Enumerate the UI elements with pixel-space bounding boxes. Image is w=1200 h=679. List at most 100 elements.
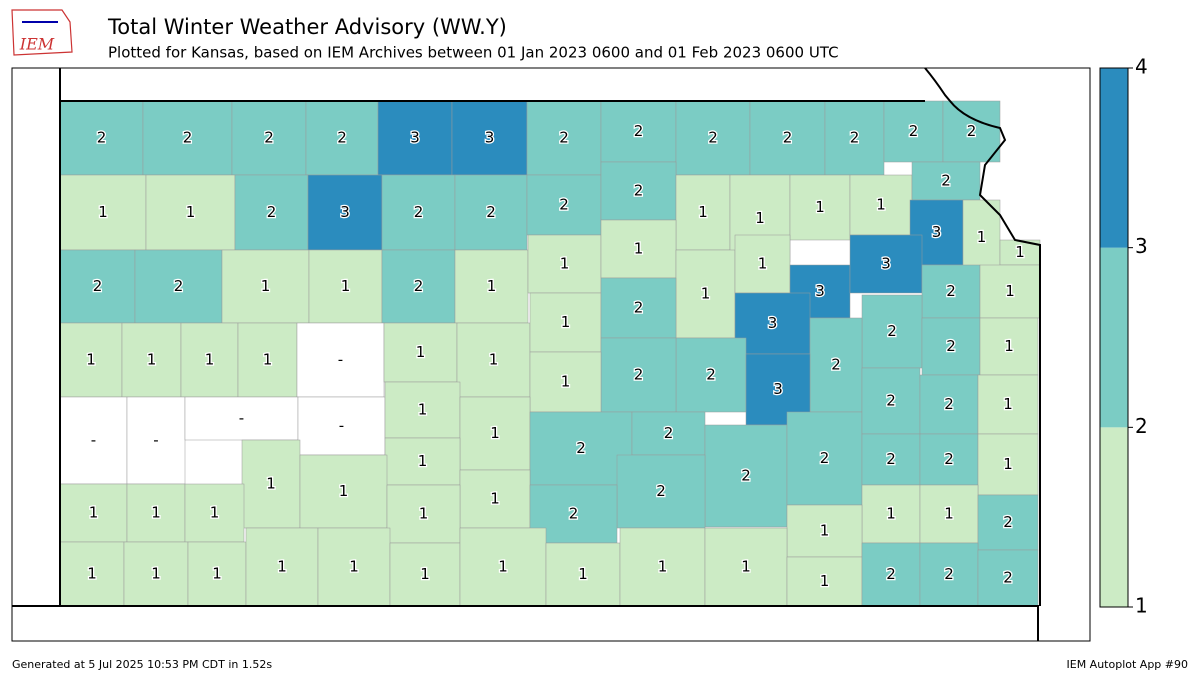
county-label: 1: [741, 558, 751, 576]
county: [911, 161, 981, 201]
county-label: 1: [349, 558, 359, 576]
county: [184, 483, 245, 543]
county: [299, 454, 388, 529]
county-label: -: [153, 431, 158, 449]
county-label: 2: [414, 277, 424, 295]
county-label: 1: [820, 522, 830, 540]
state-outline: [12, 67, 1041, 641]
county-label: 3: [340, 203, 350, 221]
county: [529, 351, 602, 413]
county: [134, 249, 223, 324]
county-label: 1: [1003, 395, 1013, 413]
county-label: 2: [183, 129, 193, 147]
county-label: 1: [416, 343, 426, 361]
logo-text: IEM: [19, 35, 55, 54]
county-label: 2: [783, 129, 793, 147]
county: [861, 294, 923, 369]
county-label: 1: [98, 203, 108, 221]
county: [459, 527, 547, 607]
county-label: 1: [1015, 243, 1025, 261]
county: [919, 374, 979, 435]
county-label: 1: [418, 452, 428, 470]
county: [734, 292, 811, 355]
colorbar-tick-label: 3: [1135, 234, 1148, 258]
county: [187, 541, 247, 607]
county-label: 1: [698, 203, 708, 221]
county-label: 2: [850, 129, 860, 147]
county-label: 2: [576, 439, 586, 457]
county: [459, 396, 531, 471]
county-label: 1: [277, 558, 287, 576]
county-label: -: [339, 417, 344, 435]
county-label: 2: [264, 129, 274, 147]
county-label: -: [338, 351, 343, 369]
county-label: 1: [1004, 337, 1014, 355]
county-label: 3: [773, 380, 783, 398]
county-label: 2: [1003, 513, 1013, 531]
county-label: 2: [634, 299, 644, 317]
county: [600, 100, 677, 163]
county-label: 2: [267, 203, 277, 221]
colorbar-frame: [1099, 67, 1129, 608]
county: [921, 317, 981, 376]
county: [529, 411, 633, 486]
county-label: 1: [489, 351, 499, 369]
county-label: 2: [831, 356, 841, 374]
county-label: 3: [815, 282, 825, 300]
county: [962, 199, 1001, 276]
county-label: 2: [946, 337, 956, 355]
logo: IEM: [11, 9, 73, 56]
county-label: 2: [944, 395, 954, 413]
county-label: 1: [266, 475, 276, 493]
county: [600, 161, 677, 221]
county: [237, 322, 298, 398]
county-label: 2: [941, 172, 951, 190]
county: [675, 174, 731, 251]
county-label: 1: [210, 504, 220, 522]
county: [307, 174, 383, 251]
county-label: 1: [147, 351, 157, 369]
county-label: 2: [967, 122, 977, 140]
county-label: 2: [946, 282, 956, 300]
county: [704, 527, 788, 607]
county: [526, 100, 602, 176]
county-label: 1: [420, 565, 430, 583]
county-label: 2: [634, 122, 644, 140]
county-label: 1: [86, 351, 96, 369]
county: [456, 322, 531, 398]
county-label: 2: [634, 182, 644, 200]
county: [619, 527, 706, 607]
county-label: 1: [339, 482, 349, 500]
county: [389, 542, 461, 607]
county-label: 1: [263, 351, 273, 369]
county: [861, 433, 921, 486]
county-label: 1: [487, 277, 497, 295]
county: [861, 484, 921, 544]
county-label: 1: [89, 504, 99, 522]
footer-right: IEM Autoplot App #90: [1067, 658, 1189, 671]
county: [786, 504, 863, 558]
county-label: 2: [174, 277, 184, 295]
county-label: 1: [419, 505, 429, 523]
county: [297, 396, 386, 456]
colorbar: 1 2 3 4: [1099, 55, 1148, 618]
county: [942, 100, 1001, 163]
county-label: 3: [881, 255, 891, 273]
county-label: 1: [261, 277, 271, 295]
county-label: 1: [418, 401, 428, 419]
county-label: 2: [569, 505, 579, 523]
county-label: 1: [820, 572, 830, 590]
county: [977, 549, 1039, 607]
county: [789, 174, 851, 241]
county-label: 1: [578, 565, 588, 583]
county-label: 2: [414, 203, 424, 221]
county-label: 1: [498, 558, 508, 576]
county: [59, 483, 128, 543]
county: [123, 541, 189, 607]
county-label: 2: [708, 129, 718, 147]
county: [849, 174, 913, 236]
county: [824, 100, 885, 176]
county: [704, 424, 788, 528]
footer-left: Generated at 5 Jul 2025 10:53 PM CDT in …: [12, 658, 272, 671]
